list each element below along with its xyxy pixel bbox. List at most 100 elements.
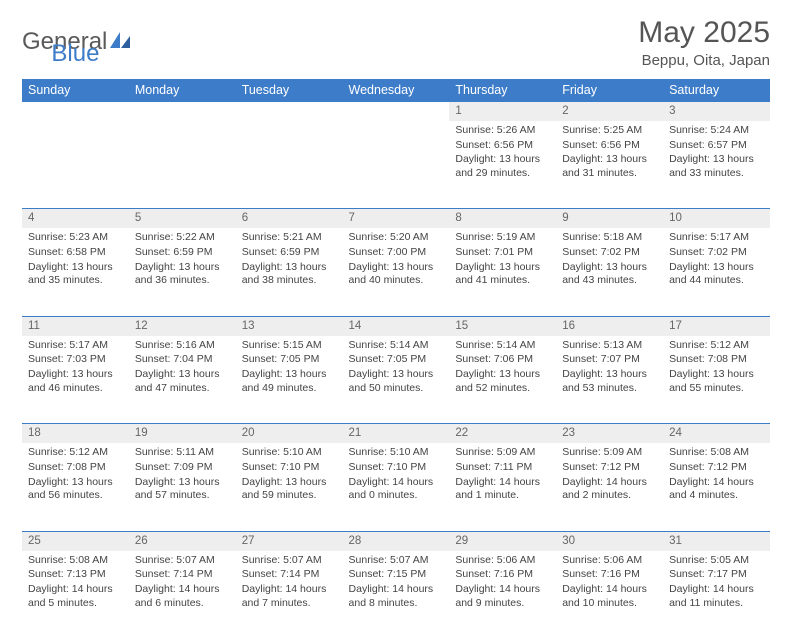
sunrise-line: Sunrise: 5:16 AM bbox=[135, 339, 230, 353]
sunrise-line: Sunrise: 5:07 AM bbox=[242, 554, 337, 568]
sunrise-line: Sunrise: 5:07 AM bbox=[349, 554, 444, 568]
daylight-line: Daylight: 14 hours and 7 minutes. bbox=[242, 583, 337, 610]
content-row: Sunrise: 5:17 AMSunset: 7:03 PMDaylight:… bbox=[22, 336, 770, 424]
daylight-line: Daylight: 14 hours and 6 minutes. bbox=[135, 583, 230, 610]
sunset-line: Sunset: 7:09 PM bbox=[135, 461, 230, 475]
daylight-line: Daylight: 13 hours and 57 minutes. bbox=[135, 476, 230, 503]
sunset-line: Sunset: 7:15 PM bbox=[349, 568, 444, 582]
day-header: Wednesday bbox=[343, 79, 450, 102]
day-content-cell: Sunrise: 5:21 AMSunset: 6:59 PMDaylight:… bbox=[236, 228, 343, 316]
sunset-line: Sunset: 7:12 PM bbox=[562, 461, 657, 475]
sunset-line: Sunset: 6:57 PM bbox=[669, 139, 764, 153]
sunset-line: Sunset: 7:10 PM bbox=[242, 461, 337, 475]
sunrise-line: Sunrise: 5:17 AM bbox=[28, 339, 123, 353]
daylight-line: Daylight: 14 hours and 11 minutes. bbox=[669, 583, 764, 610]
calendar-table: SundayMondayTuesdayWednesdayThursdayFrid… bbox=[22, 79, 770, 639]
day-content-cell: Sunrise: 5:10 AMSunset: 7:10 PMDaylight:… bbox=[236, 443, 343, 531]
sunset-line: Sunset: 6:56 PM bbox=[455, 139, 550, 153]
daylight-line: Daylight: 13 hours and 56 minutes. bbox=[28, 476, 123, 503]
daylight-line: Daylight: 13 hours and 31 minutes. bbox=[562, 153, 657, 180]
day-number-cell: 24 bbox=[663, 424, 770, 443]
daylight-line: Daylight: 13 hours and 49 minutes. bbox=[242, 368, 337, 395]
title-block: May 2025 Beppu, Oita, Japan bbox=[638, 16, 770, 69]
daylight-line: Daylight: 13 hours and 50 minutes. bbox=[349, 368, 444, 395]
sunrise-line: Sunrise: 5:13 AM bbox=[562, 339, 657, 353]
day-header-row: SundayMondayTuesdayWednesdayThursdayFrid… bbox=[22, 79, 770, 102]
day-number-cell: 25 bbox=[22, 531, 129, 550]
day-number-cell: 12 bbox=[129, 316, 236, 335]
sunset-line: Sunset: 7:14 PM bbox=[242, 568, 337, 582]
day-content-cell: Sunrise: 5:14 AMSunset: 7:05 PMDaylight:… bbox=[343, 336, 450, 424]
day-content-cell: Sunrise: 5:14 AMSunset: 7:06 PMDaylight:… bbox=[449, 336, 556, 424]
day-number-cell: 16 bbox=[556, 316, 663, 335]
sunrise-line: Sunrise: 5:07 AM bbox=[135, 554, 230, 568]
sunrise-line: Sunrise: 5:23 AM bbox=[28, 231, 123, 245]
day-content-cell: Sunrise: 5:20 AMSunset: 7:00 PMDaylight:… bbox=[343, 228, 450, 316]
day-number-cell: 30 bbox=[556, 531, 663, 550]
day-content-cell: Sunrise: 5:17 AMSunset: 7:03 PMDaylight:… bbox=[22, 336, 129, 424]
day-content-cell: Sunrise: 5:16 AMSunset: 7:04 PMDaylight:… bbox=[129, 336, 236, 424]
sunrise-line: Sunrise: 5:11 AM bbox=[135, 446, 230, 460]
daylight-line: Daylight: 13 hours and 40 minutes. bbox=[349, 261, 444, 288]
sunset-line: Sunset: 6:58 PM bbox=[28, 246, 123, 260]
sunset-line: Sunset: 7:08 PM bbox=[28, 461, 123, 475]
daylight-line: Daylight: 13 hours and 47 minutes. bbox=[135, 368, 230, 395]
day-number-cell: 2 bbox=[556, 102, 663, 121]
sunrise-line: Sunrise: 5:15 AM bbox=[242, 339, 337, 353]
day-content-cell: Sunrise: 5:09 AMSunset: 7:11 PMDaylight:… bbox=[449, 443, 556, 531]
daylight-line: Daylight: 13 hours and 46 minutes. bbox=[28, 368, 123, 395]
day-content-cell: Sunrise: 5:13 AMSunset: 7:07 PMDaylight:… bbox=[556, 336, 663, 424]
day-content-cell: Sunrise: 5:22 AMSunset: 6:59 PMDaylight:… bbox=[129, 228, 236, 316]
content-row: Sunrise: 5:26 AMSunset: 6:56 PMDaylight:… bbox=[22, 121, 770, 209]
day-number-cell: 3 bbox=[663, 102, 770, 121]
sunrise-line: Sunrise: 5:08 AM bbox=[28, 554, 123, 568]
daylight-line: Daylight: 13 hours and 43 minutes. bbox=[562, 261, 657, 288]
sunset-line: Sunset: 7:12 PM bbox=[669, 461, 764, 475]
header: General Blue May 2025 Beppu, Oita, Japan bbox=[22, 16, 770, 69]
sunrise-line: Sunrise: 5:09 AM bbox=[562, 446, 657, 460]
day-number-cell: 1 bbox=[449, 102, 556, 121]
sunrise-line: Sunrise: 5:18 AM bbox=[562, 231, 657, 245]
day-content-cell: Sunrise: 5:07 AMSunset: 7:14 PMDaylight:… bbox=[236, 551, 343, 639]
daylight-line: Daylight: 13 hours and 55 minutes. bbox=[669, 368, 764, 395]
sunrise-line: Sunrise: 5:25 AM bbox=[562, 124, 657, 138]
sunset-line: Sunset: 7:05 PM bbox=[349, 353, 444, 367]
sunrise-line: Sunrise: 5:17 AM bbox=[669, 231, 764, 245]
day-content-cell: Sunrise: 5:17 AMSunset: 7:02 PMDaylight:… bbox=[663, 228, 770, 316]
day-content-cell: Sunrise: 5:12 AMSunset: 7:08 PMDaylight:… bbox=[22, 443, 129, 531]
day-content-cell: Sunrise: 5:11 AMSunset: 7:09 PMDaylight:… bbox=[129, 443, 236, 531]
sunset-line: Sunset: 7:16 PM bbox=[562, 568, 657, 582]
content-row: Sunrise: 5:08 AMSunset: 7:13 PM Daylight:… bbox=[22, 551, 770, 639]
sunset-line: Sunset: 7:10 PM bbox=[349, 461, 444, 475]
day-number-cell: 18 bbox=[22, 424, 129, 443]
daylight-line: Daylight: 13 hours and 41 minutes. bbox=[455, 261, 550, 288]
day-content-cell: Sunrise: 5:25 AMSunset: 6:56 PMDaylight:… bbox=[556, 121, 663, 209]
day-number-cell: 28 bbox=[343, 531, 450, 550]
sunrise-line: Sunrise: 5:19 AM bbox=[455, 231, 550, 245]
day-number-cell: 8 bbox=[449, 209, 556, 228]
day-header: Thursday bbox=[449, 79, 556, 102]
daylight-line: Daylight: 13 hours and 53 minutes. bbox=[562, 368, 657, 395]
daylight-line: Daylight: 14 hours and 9 minutes. bbox=[455, 583, 550, 610]
day-content-cell bbox=[22, 121, 129, 209]
day-content-cell: Sunrise: 5:10 AMSunset: 7:10 PMDaylight:… bbox=[343, 443, 450, 531]
sunrise-line: Sunrise: 5:05 AM bbox=[669, 554, 764, 568]
day-number-cell: 15 bbox=[449, 316, 556, 335]
sunset-line: Sunset: 7:11 PM bbox=[455, 461, 550, 475]
sunset-line: Sunset: 6:59 PM bbox=[242, 246, 337, 260]
day-header: Friday bbox=[556, 79, 663, 102]
daylight-line: Daylight: 13 hours and 33 minutes. bbox=[669, 153, 764, 180]
sunset-line: Sunset: 7:04 PM bbox=[135, 353, 230, 367]
month-title: May 2025 bbox=[638, 16, 770, 50]
location: Beppu, Oita, Japan bbox=[638, 52, 770, 69]
daylight-line: Daylight: 13 hours and 59 minutes. bbox=[242, 476, 337, 503]
day-number-cell: 13 bbox=[236, 316, 343, 335]
sunset-line: Sunset: 7:13 PM bbox=[28, 568, 123, 582]
content-row: Sunrise: 5:23 AMSunset: 6:58 PM Daylight:… bbox=[22, 228, 770, 316]
day-header: Monday bbox=[129, 79, 236, 102]
day-number-cell: 31 bbox=[663, 531, 770, 550]
day-content-cell: Sunrise: 5:05 AMSunset: 7:17 PMDaylight:… bbox=[663, 551, 770, 639]
day-header: Saturday bbox=[663, 79, 770, 102]
sunrise-line: Sunrise: 5:10 AM bbox=[349, 446, 444, 460]
day-content-cell: Sunrise: 5:15 AMSunset: 7:05 PMDaylight:… bbox=[236, 336, 343, 424]
